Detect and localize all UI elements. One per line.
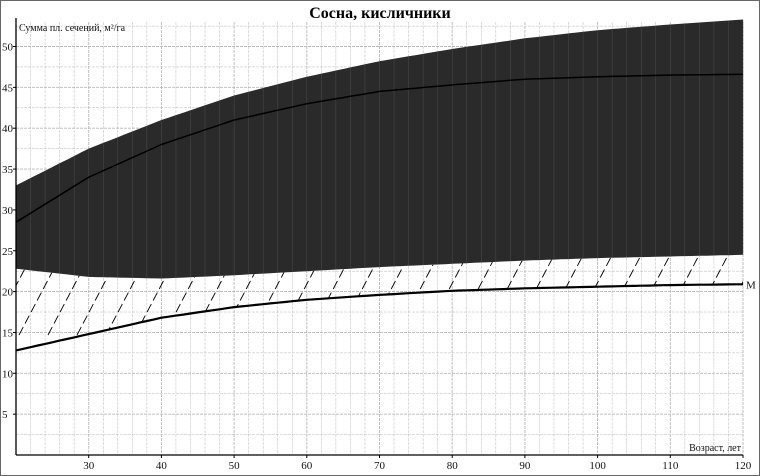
x-tick-label: 90	[519, 460, 531, 472]
y-tick-label: 25	[2, 246, 14, 258]
x-tick-label: 60	[301, 460, 313, 472]
series-line-m	[15, 283, 743, 352]
x-tick-label: 70	[374, 460, 386, 472]
axes: 30 40 50 60 70 80 90 100 110 120 5 10 15 20 25 30 35 40 45…	[2, 18, 752, 472]
y-tick-label: 10	[2, 368, 14, 380]
y-tick-label: 20	[2, 287, 14, 299]
x-tick-label: 110	[662, 460, 679, 472]
y-tick-label: 50	[2, 42, 14, 54]
y-tick-label: 30	[2, 205, 14, 217]
chart-marks: M	[15, 19, 756, 352]
x-axis-label: Возраст, лет	[689, 443, 742, 454]
y-tick-label: 15	[2, 327, 14, 339]
x-tick-label: 50	[229, 460, 241, 472]
x-tick-label: 120	[735, 460, 752, 472]
y-axis-label: Сумма пл. сечений, м²/га	[19, 23, 126, 34]
series-label-m: M	[746, 279, 756, 291]
band-center-line	[15, 73, 744, 223]
chart-title: Сосна, кисличники	[309, 5, 451, 22]
x-tick-label: 100	[589, 460, 606, 472]
y-tick-label: 40	[2, 123, 14, 135]
y-tick-label: 45	[2, 82, 14, 94]
y-tick-label: 35	[2, 164, 14, 176]
y-tick-label: 5	[2, 409, 8, 421]
x-tick-label: 40	[156, 460, 168, 472]
x-tick-label: 80	[447, 460, 459, 472]
x-tick-label: 30	[83, 460, 95, 472]
